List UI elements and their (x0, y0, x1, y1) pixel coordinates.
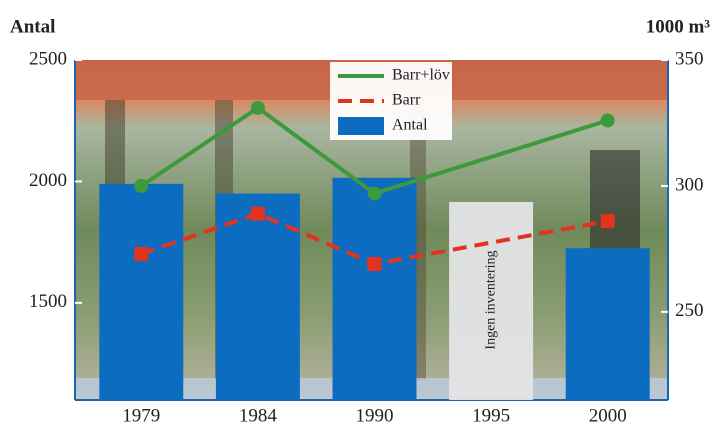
annotation-box (449, 202, 534, 400)
point (600, 113, 615, 128)
point (367, 186, 382, 201)
annotation: Ingen inventering (483, 250, 498, 349)
point (367, 257, 382, 271)
y-axis-label: Antal (10, 16, 55, 37)
legend-label: Antal (392, 117, 428, 134)
line (140, 105, 609, 196)
legend-label: Barr (392, 92, 421, 109)
y2-tick-label: 300 (675, 174, 704, 195)
legend-symbol (338, 117, 384, 135)
y-tick-label: 1500 (29, 291, 67, 312)
y2-tick-label: 350 (675, 48, 704, 69)
bar (332, 177, 417, 400)
y-tick-label: 2500 (29, 48, 67, 69)
bar (565, 248, 650, 400)
y-tick-label: 2000 (29, 170, 67, 191)
point (134, 246, 149, 261)
y2-axis-label: 1000 m³ (646, 16, 711, 37)
point (600, 214, 615, 229)
line (140, 211, 609, 267)
x-tick-label: 1990 (356, 405, 394, 426)
point (250, 206, 265, 221)
x-tick-label: 1979 (122, 405, 160, 426)
bar (215, 193, 300, 400)
y2-tick-label: 250 (675, 300, 704, 321)
point (250, 100, 265, 115)
legend: Barr+löv Barr Antal (330, 62, 452, 140)
legend-label: Barr+löv (392, 67, 450, 84)
bar (99, 183, 184, 400)
x-tick-label: 1984 (239, 405, 278, 426)
x-tick-label: 2000 (589, 405, 627, 426)
x-tick-label: 1995 (472, 405, 510, 426)
point (134, 178, 149, 193)
